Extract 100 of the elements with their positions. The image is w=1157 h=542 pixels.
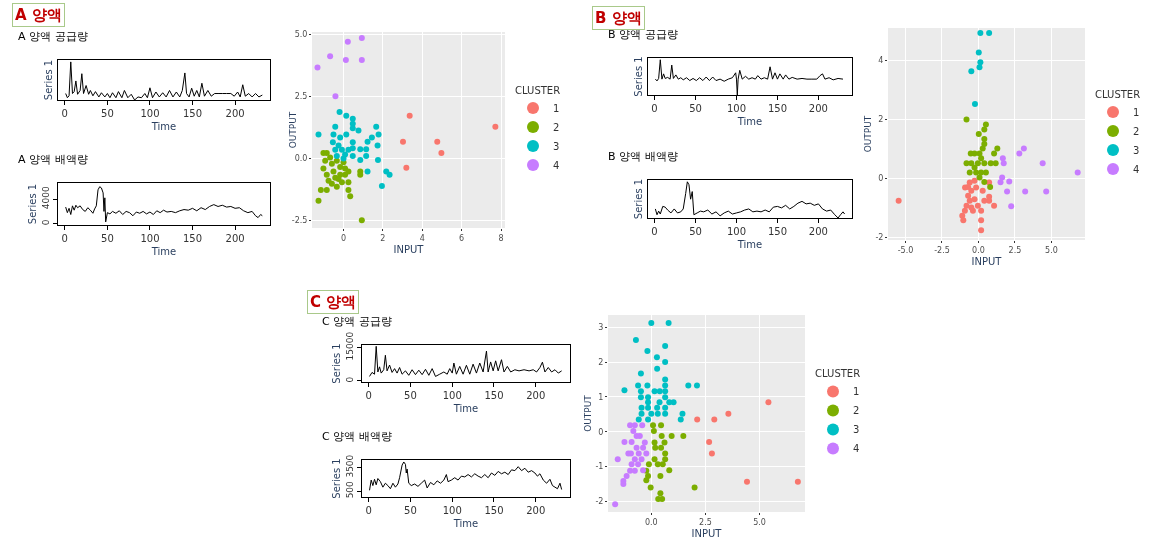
- point: [349, 145, 356, 152]
- y-axis-title: Series 1: [633, 56, 644, 97]
- x-tick-label: 6: [459, 233, 465, 243]
- point: [333, 157, 340, 164]
- point: [706, 438, 713, 445]
- point: [631, 422, 638, 429]
- point: [657, 473, 664, 480]
- x-tick-label: 0: [365, 390, 372, 401]
- point: [612, 501, 619, 508]
- legend-label: 4: [553, 159, 560, 171]
- point: [349, 125, 356, 132]
- x-tick-label: 100: [442, 505, 462, 516]
- x-tick-label: 0.0: [972, 245, 985, 255]
- point: [638, 404, 645, 411]
- point: [662, 394, 669, 401]
- point: [1074, 169, 1081, 176]
- x-tick-label: 8: [498, 233, 504, 243]
- point: [357, 157, 364, 164]
- x-tick-label: -5.0: [897, 245, 914, 255]
- point: [1000, 160, 1007, 167]
- x-tick-label: 0: [365, 505, 372, 516]
- point: [971, 196, 978, 203]
- point: [631, 456, 638, 463]
- point: [654, 404, 661, 411]
- point: [637, 388, 644, 395]
- text: C 양액: [310, 293, 357, 311]
- point: [358, 34, 365, 41]
- point: [645, 416, 652, 423]
- point: [966, 169, 973, 176]
- point: [1016, 150, 1023, 157]
- point: [992, 160, 999, 167]
- point: [978, 227, 985, 234]
- point: [725, 410, 732, 417]
- point: [375, 131, 382, 138]
- point: [981, 160, 988, 167]
- x-axis-title: Time: [150, 245, 177, 257]
- point: [743, 478, 750, 485]
- point: [336, 108, 343, 115]
- point: [651, 439, 658, 446]
- point: [1006, 178, 1013, 185]
- legend-label: 1: [853, 386, 860, 398]
- point: [332, 93, 339, 100]
- point: [656, 399, 663, 406]
- point: [640, 444, 647, 451]
- x-tick-label: 50: [101, 233, 114, 244]
- point: [976, 174, 983, 181]
- x-tick-label: 100: [140, 233, 160, 244]
- x-tick-label: 200: [808, 103, 828, 114]
- x-tick-label: 150: [767, 226, 787, 237]
- point: [327, 53, 334, 60]
- y-axis-title: OUTPUT: [862, 115, 873, 153]
- line-series: [65, 186, 263, 223]
- point: [332, 123, 339, 130]
- point: [315, 197, 322, 204]
- point: [965, 192, 972, 199]
- point: [654, 410, 661, 417]
- x-tick-label: 50: [404, 390, 417, 401]
- x-tick-label: 100: [140, 108, 160, 119]
- chart-title: A 양액 공급량: [18, 30, 88, 43]
- point: [982, 121, 989, 128]
- point: [986, 30, 993, 37]
- point: [974, 202, 981, 209]
- point: [327, 154, 334, 161]
- point: [614, 456, 621, 463]
- point: [971, 164, 978, 171]
- point: [966, 197, 973, 204]
- point: [358, 217, 365, 224]
- point: [343, 131, 350, 138]
- point: [644, 347, 651, 354]
- y-axis-title: OUTPUT: [288, 111, 298, 149]
- point: [641, 439, 648, 446]
- point: [978, 217, 985, 224]
- point: [648, 410, 655, 417]
- point: [343, 112, 350, 119]
- point: [635, 450, 642, 457]
- point: [364, 168, 371, 175]
- x-tick-label: 50: [101, 108, 114, 119]
- chart-title: C 양액 배액량: [322, 430, 392, 443]
- point: [978, 207, 985, 214]
- point: [323, 171, 330, 178]
- x-tick-label: 100: [726, 226, 747, 237]
- point: [652, 444, 659, 451]
- y-tick-label: 3: [598, 323, 604, 332]
- x-tick-label: 150: [484, 390, 504, 401]
- point: [961, 207, 968, 214]
- point: [653, 354, 660, 361]
- y-tick-label: 0: [345, 376, 356, 383]
- x-axis-title: Time: [736, 238, 763, 250]
- point: [650, 428, 657, 435]
- point: [358, 57, 365, 64]
- text: B 양액: [595, 9, 642, 27]
- x-tick-label: 100: [442, 390, 462, 401]
- point: [694, 416, 701, 423]
- point: [630, 428, 637, 435]
- point: [658, 432, 665, 439]
- point: [978, 155, 985, 162]
- point: [349, 139, 356, 146]
- point: [650, 422, 657, 429]
- x-tick-label: 2.5: [1008, 245, 1022, 255]
- legend-label: 3: [853, 424, 860, 436]
